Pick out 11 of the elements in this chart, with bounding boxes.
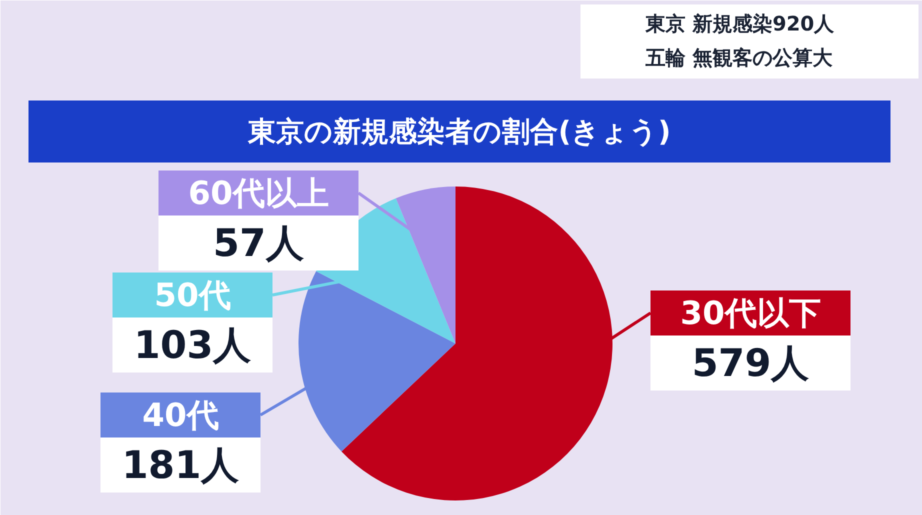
data-label: 57人 <box>213 221 304 265</box>
slice-label: 30代以下 <box>680 294 821 332</box>
slice-label: 60代以上 <box>188 174 329 212</box>
slice-label: 40代 <box>142 396 219 434</box>
data-label: 181人 <box>122 443 240 487</box>
chart-title: 東京の新規感染者の割合(きょう) <box>247 115 671 148</box>
slice-label: 50代 <box>154 276 231 314</box>
data-label: 579人 <box>692 341 810 385</box>
text: 東京 新規感染920人 <box>644 12 836 36</box>
text: 五輪 無観客の公算大 <box>644 46 834 70</box>
data-label: 103人 <box>134 323 252 367</box>
